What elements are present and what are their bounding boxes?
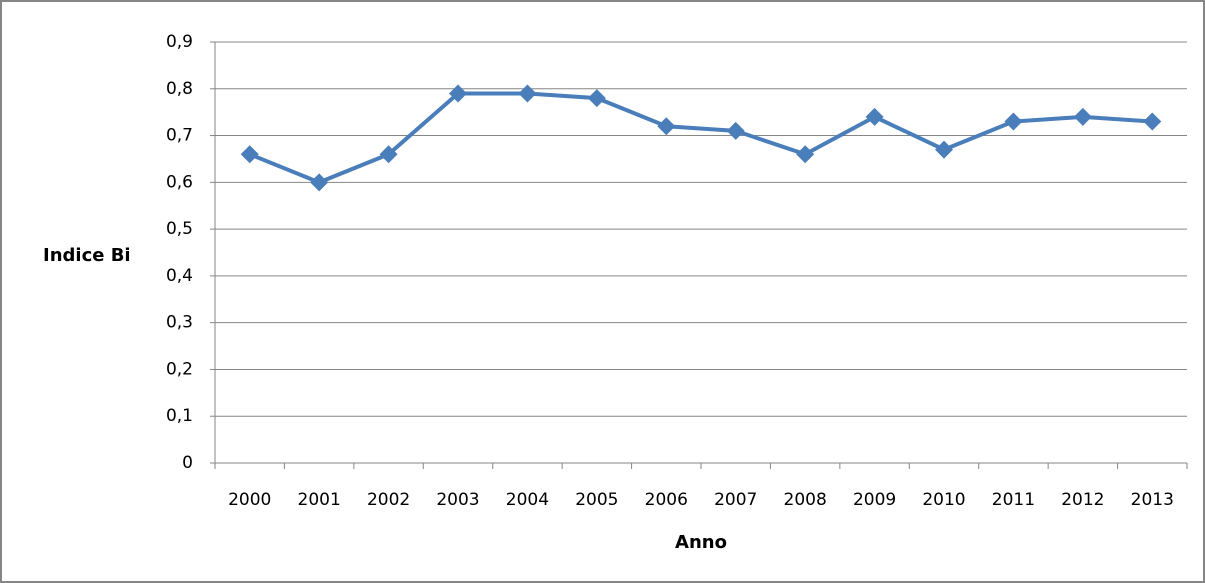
- y-tick-label: 0,4: [166, 266, 193, 286]
- x-tick-label: 2008: [784, 490, 827, 510]
- x-tick-label: 2013: [1131, 490, 1174, 510]
- marker: [1073, 107, 1092, 126]
- x-tick-label: 2010: [922, 490, 965, 510]
- x-tick-label: 2005: [575, 490, 618, 510]
- x-tick-label: 2003: [436, 490, 479, 510]
- marker: [796, 145, 815, 164]
- x-tick-label: 2009: [853, 490, 896, 510]
- marker: [726, 121, 745, 140]
- marker: [587, 89, 606, 108]
- x-tick-label: 2006: [645, 490, 688, 510]
- y-axis-title: Indice Bi: [43, 245, 131, 266]
- y-tick-label: 0,9: [166, 32, 193, 52]
- x-axis-title: Anno: [675, 532, 727, 553]
- marker: [449, 84, 467, 103]
- y-tick-label: 0: [182, 453, 193, 473]
- x-tick-label: 2004: [506, 490, 549, 510]
- marker: [310, 173, 329, 192]
- marker: [1143, 112, 1162, 131]
- x-tick-label: 2007: [714, 490, 757, 510]
- x-tick-label: 2011: [992, 490, 1035, 510]
- line: [248, 91, 1153, 185]
- marker: [935, 140, 953, 159]
- marker: [1004, 112, 1023, 131]
- y-tick-label: 0,5: [166, 219, 193, 239]
- marker: [865, 107, 884, 126]
- marker: [518, 84, 537, 103]
- y-tick-label: 0,2: [166, 359, 193, 379]
- y-tick-label: 0,8: [166, 79, 193, 99]
- y-tick-label: 0,3: [166, 313, 193, 333]
- x-tick-label: 2012: [1061, 490, 1104, 510]
- marker: [657, 117, 676, 136]
- x-tick-label: 2000: [228, 490, 271, 510]
- y-tick-label: 0,7: [166, 126, 193, 146]
- x-tick-label: 2001: [298, 490, 341, 510]
- y-tick-label: 0,6: [166, 172, 193, 192]
- y-tick-label: 0,1: [166, 406, 193, 426]
- x-tick-label: 2002: [367, 490, 410, 510]
- marker: [379, 145, 398, 164]
- marker: [240, 145, 259, 164]
